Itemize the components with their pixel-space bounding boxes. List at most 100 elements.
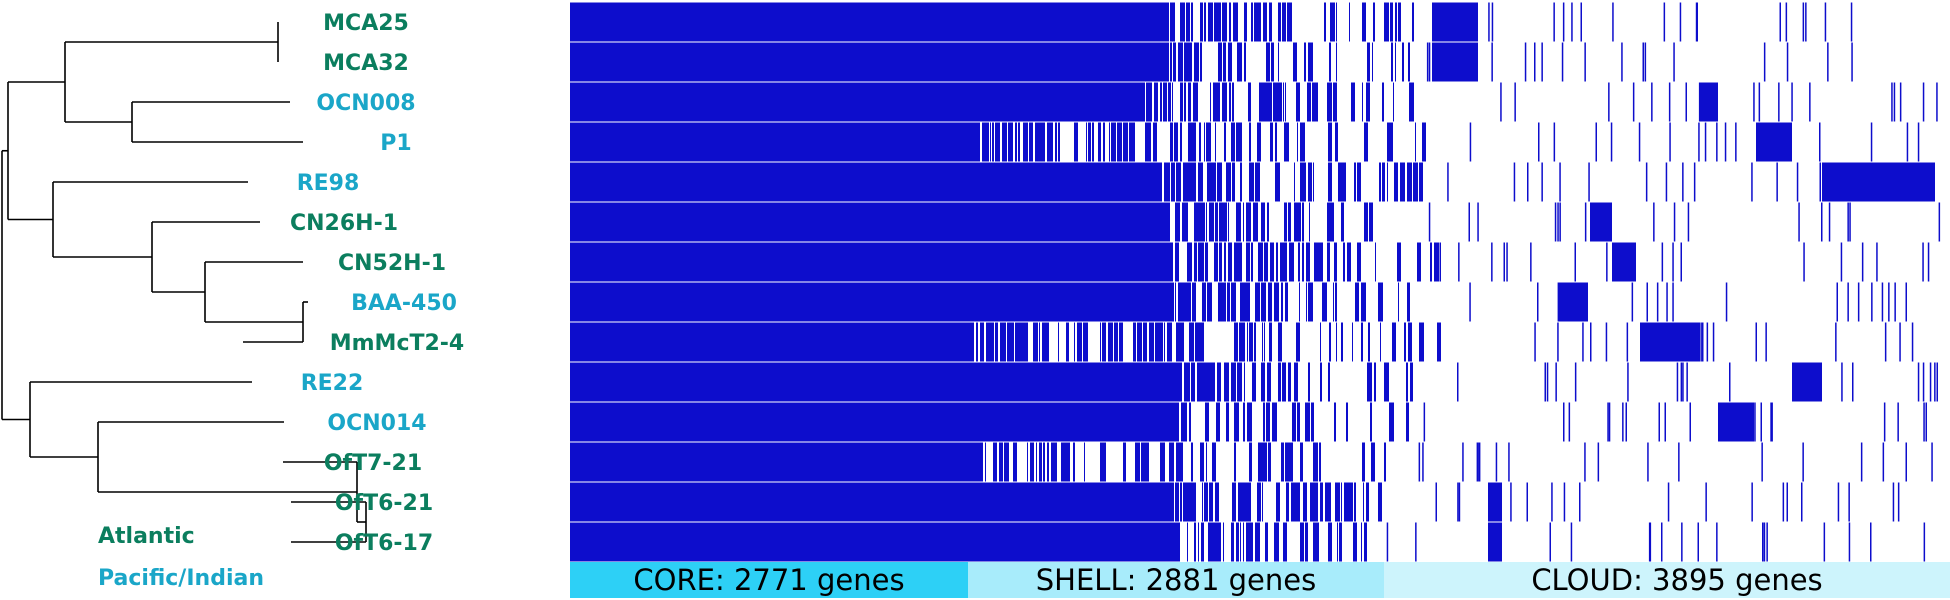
presence-stripe [1680, 242, 1682, 282]
presence-stripe [1415, 522, 1417, 562]
presence-stripe [1292, 402, 1296, 442]
presence-stripe [1891, 82, 1893, 122]
presence-stripe [1176, 322, 1180, 362]
presence-stripe [1312, 82, 1313, 122]
presence-stripe [1170, 122, 1173, 162]
presence-stripe [1656, 282, 1659, 322]
presence-stripe [1273, 82, 1277, 122]
presence-stripe [1296, 322, 1300, 362]
presence-stripe [1334, 242, 1337, 282]
presence-stripe [1355, 282, 1359, 322]
presence-stripe [1319, 242, 1323, 282]
presence-stripe [1343, 242, 1344, 282]
presence-stripe [1685, 82, 1687, 122]
presence-stripe [1289, 242, 1294, 282]
presence-stripe [1837, 482, 1840, 522]
presence-stripe [1705, 482, 1707, 522]
presence-stripe [1335, 282, 1337, 322]
presence-stripe [1167, 322, 1170, 362]
presence-stripe [1590, 322, 1592, 362]
presence-stripe [1047, 322, 1049, 362]
presence-stripe [1698, 122, 1700, 162]
presence-stripe [1476, 442, 1479, 482]
presence-stripe [1184, 82, 1186, 122]
tip-label: MCA32 [323, 51, 409, 76]
presence-stripe [1196, 202, 1200, 242]
presence-stripe [1672, 282, 1674, 322]
presence-stripe [1114, 122, 1116, 162]
presence-stripe [1313, 442, 1318, 482]
presence-stripe [1047, 442, 1049, 482]
presence-stripe [1329, 322, 1331, 362]
presence-stripe [1041, 122, 1045, 162]
presence-stripe [1175, 242, 1179, 282]
presence-stripe [1222, 202, 1225, 242]
shell-label: SHELL: 2881 genes [1036, 563, 1316, 597]
presence-stripe [1840, 242, 1843, 282]
presence-stripe [1610, 122, 1613, 162]
presence-stripe [1278, 42, 1279, 82]
presence-stripe [1336, 2, 1337, 42]
presence-stripe [986, 322, 989, 362]
presence-stripe [1243, 522, 1244, 562]
presence-stripe [1882, 442, 1885, 482]
presence-stripe [1241, 322, 1245, 362]
presence-stripe [1055, 122, 1057, 162]
presence-stripe [1233, 2, 1238, 42]
presence-stripe [1039, 322, 1040, 362]
presence-stripe [1234, 322, 1238, 362]
presence-stripe [1353, 522, 1357, 562]
presence-stripe [986, 122, 989, 162]
presence-stripe [1254, 2, 1259, 42]
presence-stripe [1206, 202, 1207, 242]
presence-stripe [1244, 42, 1246, 82]
presence-stripe [1508, 442, 1510, 482]
presence-stripe [1468, 202, 1470, 242]
legend-atlantic: Atlantic [98, 524, 195, 549]
presence-block [1822, 162, 1935, 202]
presence-stripe [1002, 122, 1007, 162]
presence-stripe [1407, 282, 1410, 322]
presence-stripe [1447, 162, 1449, 202]
presence-stripe [1202, 282, 1206, 322]
presence-stripe [1658, 402, 1660, 442]
presence-stripe [1225, 202, 1227, 242]
presence-stripe [1712, 322, 1715, 362]
presence-stripe [1802, 442, 1804, 482]
presence-stripe [1388, 122, 1393, 162]
presence-stripe [1871, 282, 1873, 322]
presence-stripe [1243, 402, 1245, 442]
presence-stripe [1270, 122, 1273, 162]
tip-label: P1 [380, 131, 411, 156]
presence-stripe [1282, 2, 1286, 42]
presence-stripe [1554, 202, 1557, 242]
presence-block [1756, 122, 1792, 162]
presence-stripe [1188, 82, 1191, 122]
presence-stripe [1366, 482, 1369, 522]
presence-stripe [1343, 162, 1346, 202]
presence-stripe [1135, 442, 1140, 482]
presence-stripe [1175, 202, 1180, 242]
presence-stripe [1407, 162, 1412, 202]
presence-stripe [1861, 242, 1864, 282]
presence-stripe [1268, 42, 1270, 82]
presence-stripe [1308, 362, 1310, 402]
presence-stripe [1638, 122, 1641, 162]
presence-stripe [1716, 522, 1718, 562]
presence-stripe [1389, 402, 1394, 442]
presence-stripe [1300, 162, 1303, 202]
presence-stripe [1304, 42, 1306, 82]
presence-stripe [1302, 202, 1304, 242]
presence-stripe [1851, 42, 1853, 82]
presence-stripe [1336, 42, 1337, 82]
presence-stripe [1682, 162, 1684, 202]
presence-stripe [1130, 122, 1135, 162]
presence-stripe [1663, 2, 1666, 42]
presence-stripe [1111, 122, 1114, 162]
presence-stripe [1366, 82, 1370, 122]
presence-stripe [1192, 282, 1194, 322]
presence-stripe [1266, 42, 1268, 82]
presence-stripe [980, 322, 984, 362]
presence-stripe [1084, 442, 1085, 482]
presence-stripe [1437, 322, 1441, 362]
